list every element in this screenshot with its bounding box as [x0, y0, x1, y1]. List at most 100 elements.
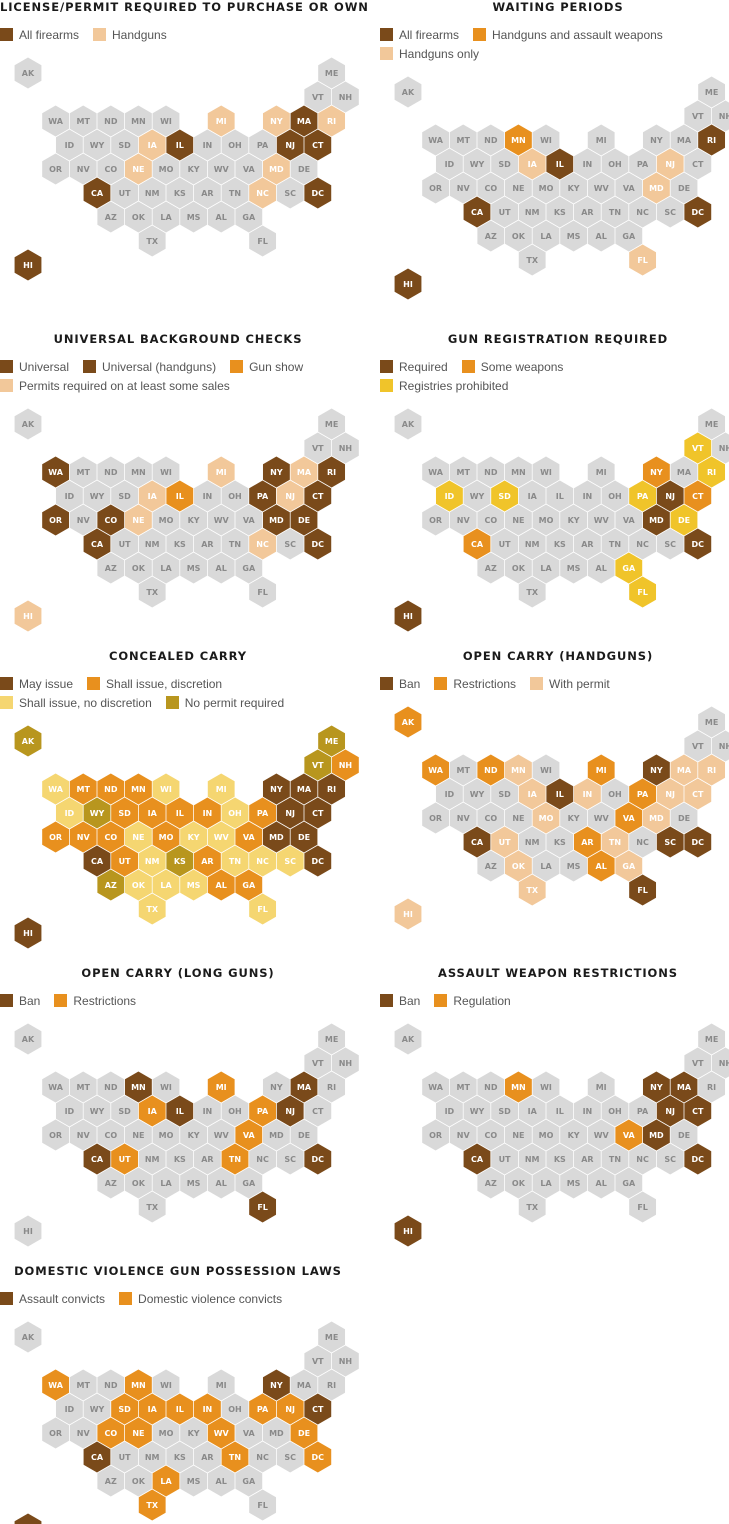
- state-wa: WA: [422, 1072, 449, 1103]
- state-ok: OK: [125, 1466, 152, 1497]
- state-mt: MT: [450, 457, 477, 488]
- state-label: MT: [76, 117, 90, 126]
- state-label: NV: [77, 833, 91, 842]
- state-label: TN: [229, 540, 241, 549]
- state-ma: MA: [671, 125, 698, 156]
- state-label: NC: [256, 1453, 269, 1462]
- state-mn: MN: [125, 457, 152, 488]
- state-sd: SD: [111, 130, 138, 161]
- map-title: CONCEALED CARRY: [0, 649, 356, 663]
- state-label: GA: [622, 564, 636, 573]
- state-mt: MT: [450, 755, 477, 786]
- state-wv: WV: [588, 803, 615, 834]
- state-label: MA: [297, 1083, 312, 1092]
- state-pa: PA: [629, 481, 656, 512]
- state-la: LA: [153, 1466, 180, 1497]
- state-label: AK: [402, 1035, 415, 1044]
- state-nh: NH: [332, 1346, 359, 1377]
- state-label: OR: [429, 1131, 442, 1140]
- state-nc: NC: [629, 197, 656, 228]
- state-nm: NM: [139, 846, 166, 877]
- state-label: OR: [49, 1131, 62, 1140]
- state-nv: NV: [70, 1120, 97, 1151]
- state-label: NJ: [665, 790, 675, 799]
- state-label: IA: [528, 492, 538, 501]
- state-mi: MI: [588, 125, 615, 156]
- state-tx: TX: [139, 894, 166, 925]
- state-label: MI: [216, 1083, 227, 1092]
- state-pa: PA: [249, 798, 276, 829]
- state-label: ND: [484, 468, 498, 477]
- state-or: OR: [422, 173, 449, 204]
- state-label: DC: [692, 208, 705, 217]
- state-sd: SD: [491, 779, 518, 810]
- state-label: ND: [104, 785, 118, 794]
- state-wi: WI: [533, 125, 560, 156]
- state-label: UT: [119, 1453, 131, 1462]
- state-label: PA: [637, 790, 649, 799]
- state-label: OH: [608, 492, 622, 501]
- state-label: MS: [567, 232, 581, 241]
- state-label: AZ: [485, 564, 497, 573]
- state-label: MO: [539, 184, 554, 193]
- state-label: KY: [568, 184, 580, 193]
- state-id: ID: [436, 779, 463, 810]
- state-label: GA: [242, 564, 256, 573]
- state-sc: SC: [277, 1442, 304, 1473]
- state-label: MD: [649, 814, 664, 823]
- state-label: NY: [650, 1083, 663, 1092]
- state-wv: WV: [588, 1120, 615, 1151]
- state-tx: TX: [139, 1192, 166, 1223]
- state-ca: CA: [464, 197, 491, 228]
- state-nd: ND: [97, 1370, 124, 1401]
- state-ok: OK: [125, 870, 152, 901]
- state-label: ME: [325, 420, 338, 429]
- state-label: HI: [23, 929, 33, 938]
- state-ne: NE: [505, 1120, 532, 1151]
- state-label: SC: [284, 540, 296, 549]
- state-label: WA: [48, 117, 63, 126]
- state-label: NE: [132, 1131, 144, 1140]
- state-ky: KY: [560, 505, 587, 536]
- state-de: DE: [671, 803, 698, 834]
- state-label: SD: [498, 1107, 511, 1116]
- state-label: MT: [76, 1381, 90, 1390]
- state-label: MO: [159, 1429, 174, 1438]
- state-label: AL: [596, 862, 607, 871]
- state-ut: UT: [491, 827, 518, 858]
- state-az: AZ: [477, 221, 504, 252]
- state-label: WI: [160, 117, 172, 126]
- state-label: ID: [445, 790, 455, 799]
- state-mt: MT: [450, 125, 477, 156]
- state-label: NM: [145, 189, 160, 198]
- state-label: HI: [23, 1227, 33, 1236]
- state-label: CA: [471, 1155, 484, 1164]
- state-label: MA: [297, 468, 312, 477]
- state-vt: VT: [304, 750, 331, 781]
- state-va: VA: [615, 173, 642, 204]
- state-tx: TX: [519, 875, 546, 906]
- state-ny: NY: [263, 106, 290, 137]
- state-ok: OK: [505, 851, 532, 882]
- state-label: WY: [90, 492, 105, 501]
- state-label: ME: [325, 737, 338, 746]
- state-label: IL: [176, 1107, 184, 1116]
- state-me: ME: [318, 726, 345, 757]
- state-ne: NE: [505, 803, 532, 834]
- state-label: NY: [270, 117, 283, 126]
- state-label: KS: [174, 1155, 186, 1164]
- state-label: SC: [284, 1155, 296, 1164]
- state-label: WY: [90, 809, 105, 818]
- state-label: TX: [146, 905, 158, 914]
- state-la: LA: [153, 870, 180, 901]
- state-ma: MA: [291, 774, 318, 805]
- state-label: ME: [705, 420, 718, 429]
- state-sd: SD: [491, 1096, 518, 1127]
- state-label: UT: [499, 838, 511, 847]
- state-ny: NY: [643, 457, 670, 488]
- state-ok: OK: [505, 1168, 532, 1199]
- state-mo: MO: [153, 505, 180, 536]
- state-label: NH: [719, 742, 729, 751]
- state-nj: NJ: [277, 130, 304, 161]
- state-label: IL: [556, 160, 564, 169]
